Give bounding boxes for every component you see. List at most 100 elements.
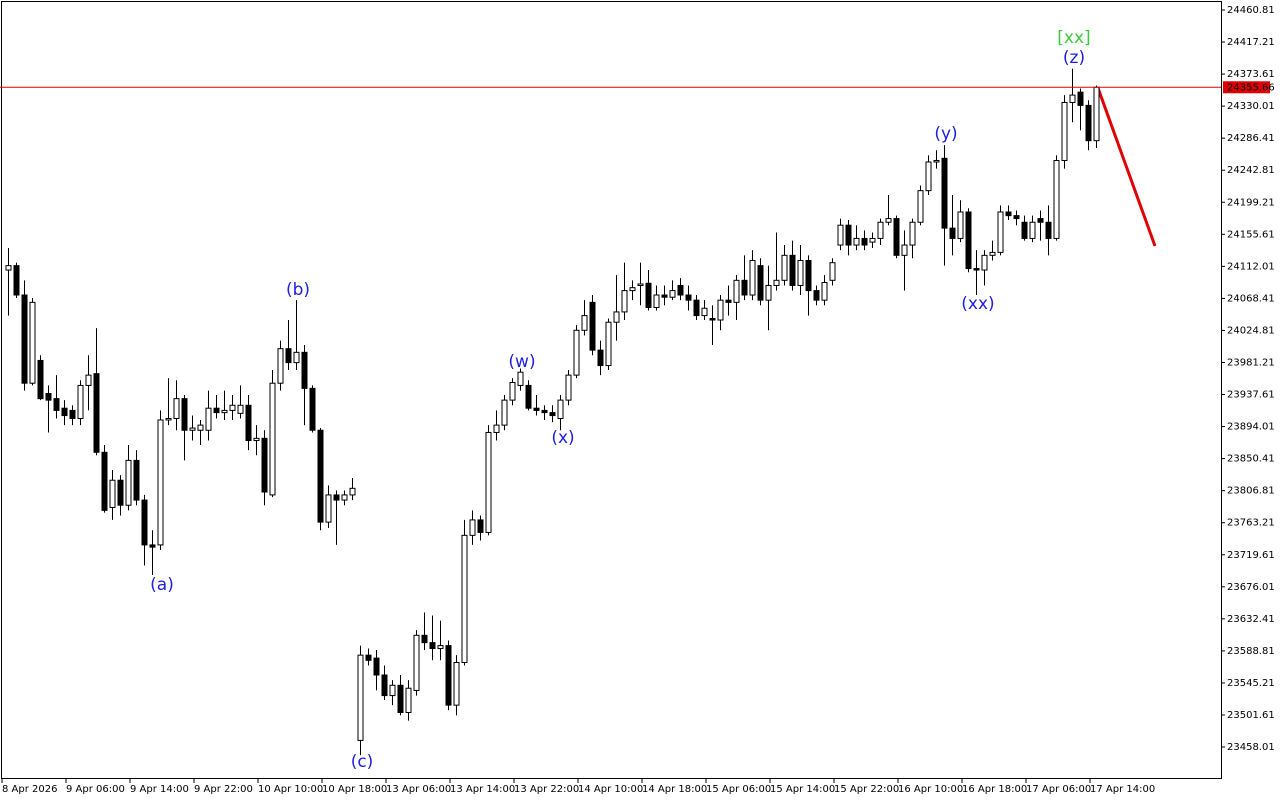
- candle-body: [917, 190, 924, 223]
- candle-body: [469, 519, 476, 536]
- candle-body: [741, 279, 748, 296]
- candle-body: [557, 399, 564, 419]
- candle-body: [901, 244, 908, 256]
- candle-body: [733, 279, 740, 303]
- candle-body: [933, 160, 940, 163]
- candle-body: [173, 398, 180, 419]
- candle-body: [53, 398, 60, 411]
- candle-body: [941, 157, 948, 229]
- candle-body: [789, 254, 796, 286]
- candle-body: [549, 412, 556, 417]
- candle-body: [605, 321, 612, 367]
- x-tick-label: 9 Apr 14:00: [130, 784, 189, 795]
- candle-body: [133, 459, 140, 501]
- x-tick-label: 9 Apr 22:00: [194, 784, 253, 795]
- candle-body: [373, 657, 380, 676]
- candle-body: [629, 287, 636, 292]
- candle-body: [669, 290, 676, 298]
- candle-body: [13, 265, 20, 296]
- candle-body: [365, 654, 372, 661]
- y-tick-label: 23937.61: [1227, 390, 1275, 401]
- candle-body: [581, 315, 588, 331]
- candle-body: [685, 294, 692, 301]
- candle-body: [333, 494, 340, 501]
- y-tick-label: 23458.01: [1227, 742, 1275, 753]
- candle-body: [325, 494, 332, 523]
- wave-label: (a): [150, 575, 174, 595]
- candle-body: [229, 404, 236, 411]
- candle-body: [709, 318, 716, 321]
- candle-body: [125, 459, 132, 506]
- last-price-label: 24355.66: [1227, 82, 1275, 93]
- y-tick-label: 23894.01: [1227, 422, 1275, 433]
- candle-body: [749, 259, 756, 296]
- candle-body: [1005, 211, 1012, 217]
- x-tick-label: 15 Apr 22:00: [834, 784, 899, 795]
- x-tick-label: 8 Apr 2026: [2, 784, 57, 795]
- candle-body: [309, 387, 316, 431]
- candle-body: [341, 494, 348, 501]
- candle-body: [1021, 221, 1028, 239]
- wave-label: (z): [1063, 48, 1085, 68]
- candle-body: [949, 227, 956, 239]
- y-tick-label: 24286.41: [1227, 133, 1275, 144]
- candle-body: [461, 534, 468, 664]
- candle-body: [973, 268, 980, 271]
- y-tick-label: 24330.01: [1227, 101, 1275, 112]
- x-tick-label: 14 Apr 18:00: [642, 784, 707, 795]
- x-tick-label: 16 Apr 10:00: [898, 784, 963, 795]
- candle-body: [301, 351, 308, 389]
- candle-body: [101, 451, 108, 511]
- y-tick-label: 24242.81: [1227, 165, 1275, 176]
- candle-body: [5, 265, 12, 271]
- y-tick-label: 24373.61: [1227, 69, 1275, 80]
- candle-body: [765, 284, 772, 301]
- candle-body: [877, 221, 884, 239]
- y-tick-label: 24199.21: [1227, 197, 1275, 208]
- candle-body: [637, 283, 644, 286]
- candle-body: [517, 371, 524, 386]
- candle-body: [997, 211, 1004, 253]
- candle-body: [981, 254, 988, 271]
- wave-label: (x): [551, 428, 574, 448]
- candle-body: [853, 237, 860, 246]
- candle-body: [405, 687, 412, 713]
- y-tick-label: 23545.21: [1227, 678, 1275, 689]
- candle-body: [1013, 215, 1020, 220]
- candle-body: [797, 259, 804, 286]
- candle-body: [1053, 160, 1060, 239]
- candle-body: [181, 398, 188, 431]
- candle-body: [829, 262, 836, 281]
- y-tick-label: 24460.81: [1227, 5, 1275, 16]
- candle-body: [109, 479, 116, 508]
- candle-body: [285, 348, 292, 364]
- candle-body: [413, 634, 420, 691]
- wave-label: (b): [286, 280, 310, 300]
- candle-body: [357, 654, 364, 741]
- candle-body: [533, 407, 540, 411]
- candle-body: [837, 224, 844, 246]
- y-tick-label: 23806.81: [1227, 486, 1275, 497]
- candle-body: [1037, 218, 1044, 223]
- x-tick-label: 15 Apr 14:00: [770, 784, 835, 795]
- candle-body: [525, 384, 532, 409]
- candle-body: [37, 359, 44, 400]
- candle-body: [317, 429, 324, 523]
- candle-body: [621, 290, 628, 313]
- candle-body: [661, 294, 668, 298]
- candle-body: [589, 301, 596, 351]
- candle-body: [149, 544, 156, 548]
- x-tick-label: 10 Apr 18:00: [322, 784, 387, 795]
- candle-body: [141, 499, 148, 546]
- candle-body: [725, 299, 732, 303]
- candle-body: [1045, 221, 1052, 239]
- x-tick-label: 13 Apr 14:00: [450, 784, 515, 795]
- candle-body: [613, 311, 620, 323]
- candle-body: [773, 279, 780, 286]
- candle-body: [245, 404, 252, 442]
- candle-body: [349, 487, 356, 496]
- candle-body: [1069, 94, 1076, 103]
- wave-label: (w): [508, 352, 535, 372]
- y-tick-label: 23588.81: [1227, 646, 1275, 657]
